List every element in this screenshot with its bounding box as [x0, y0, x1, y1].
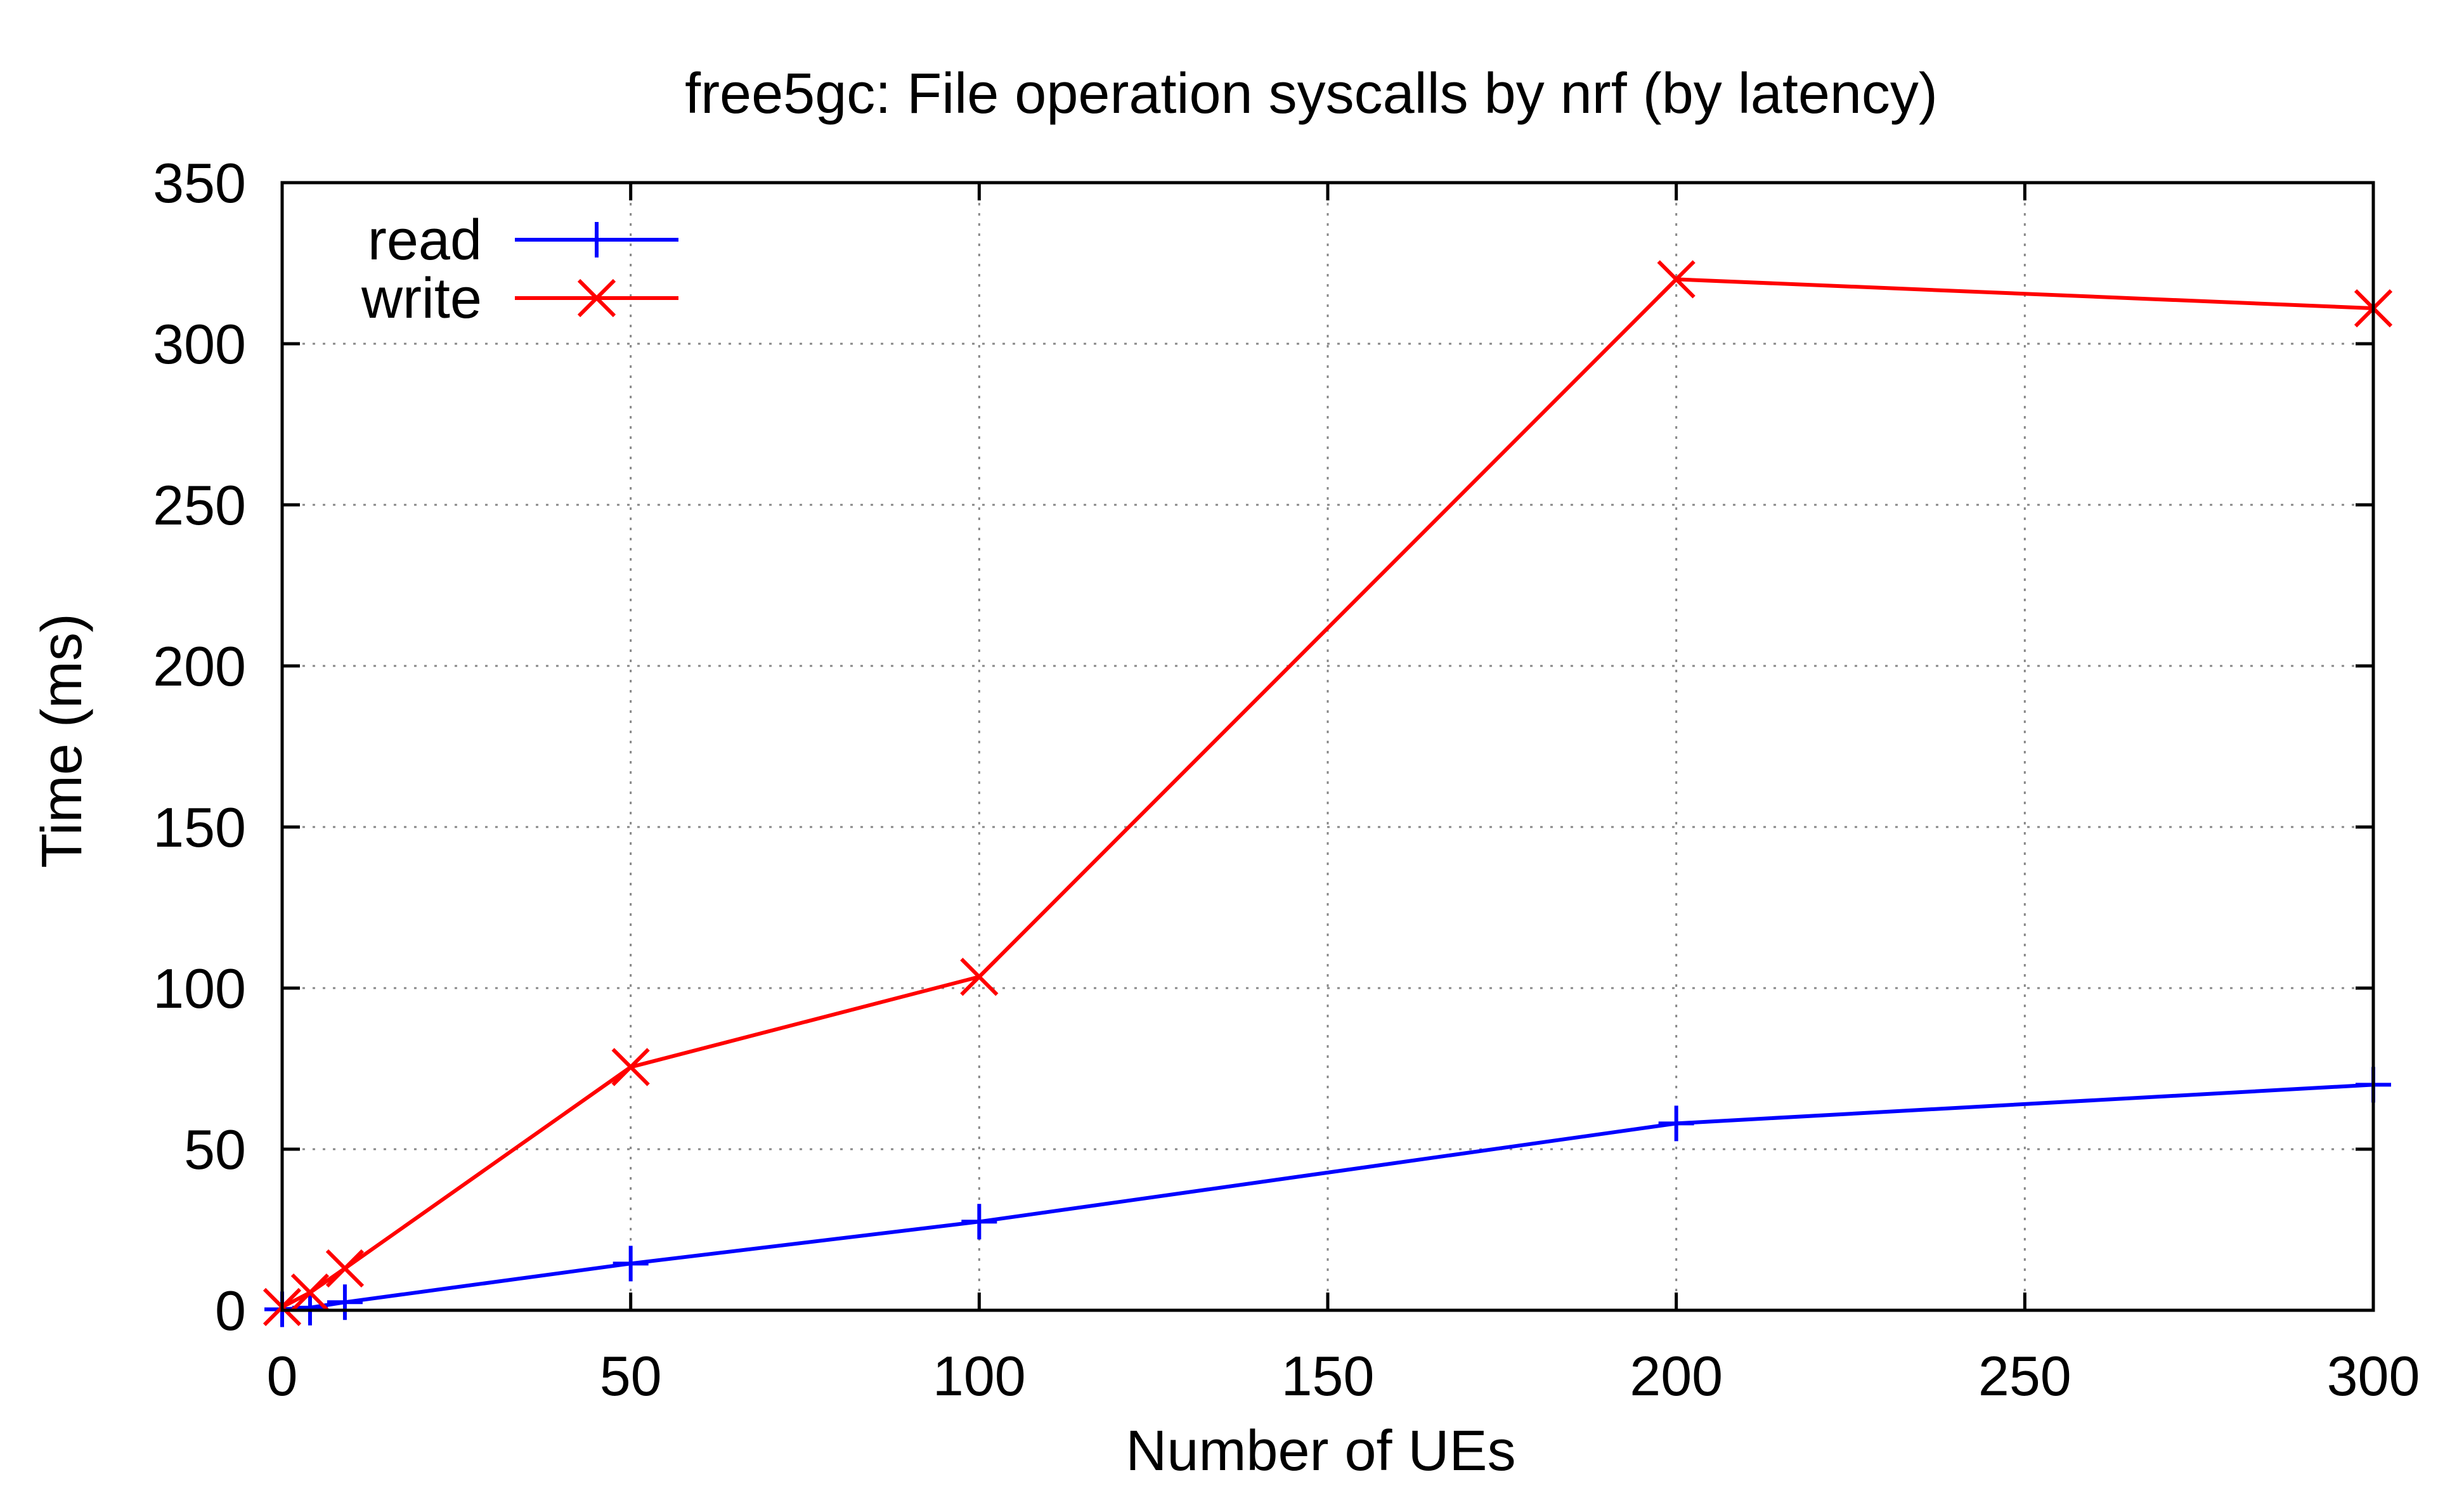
tick-labels: 0 50 100 150 200 250 300 0 50 100 150 200 250 300 350	[153, 152, 2420, 1407]
x-tick-label: 250	[1978, 1345, 2072, 1407]
data-point-read	[613, 1246, 649, 1282]
x-tick-label: 50	[600, 1345, 662, 1407]
grid	[282, 183, 2373, 1310]
data-point-write	[611, 1048, 650, 1086]
y-tick-label: 100	[153, 957, 246, 1020]
y-tick-label: 250	[153, 474, 246, 537]
chart-title: free5gc: File operation syscalls by nrf …	[685, 62, 1938, 126]
legend-label-read: read	[368, 209, 482, 272]
y-tick-label: 300	[153, 313, 246, 375]
y-tick-label: 150	[153, 796, 246, 859]
legend-marker-read	[579, 222, 614, 257]
legend-label-write: write	[361, 267, 482, 330]
data-point-read	[327, 1284, 363, 1320]
plot-frame	[280, 181, 2375, 1312]
data-point-write	[960, 958, 999, 996]
x-tick-label: 0	[267, 1345, 298, 1407]
x-tick-label: 300	[2327, 1345, 2420, 1407]
data-point-read	[292, 1289, 328, 1325]
y-tick-label: 350	[153, 152, 246, 214]
x-tick-label: 150	[1281, 1345, 1375, 1407]
data-point-write	[290, 1273, 330, 1312]
data-point-write	[325, 1249, 365, 1288]
y-axis-label: Time (ms)	[30, 613, 94, 868]
y-tick-label: 50	[184, 1118, 246, 1181]
x-axis-label: Number of UEs	[1125, 1419, 1515, 1483]
data-point-write	[1657, 260, 1696, 299]
legend-marker-write	[577, 278, 616, 318]
x-tick-label: 100	[933, 1345, 1026, 1407]
x-tick-label: 200	[1630, 1345, 1723, 1407]
data-point-read	[961, 1204, 997, 1240]
y-tick-label: 200	[153, 635, 246, 698]
data-point-read	[1658, 1105, 1694, 1142]
y-tick-label: 0	[215, 1279, 246, 1342]
